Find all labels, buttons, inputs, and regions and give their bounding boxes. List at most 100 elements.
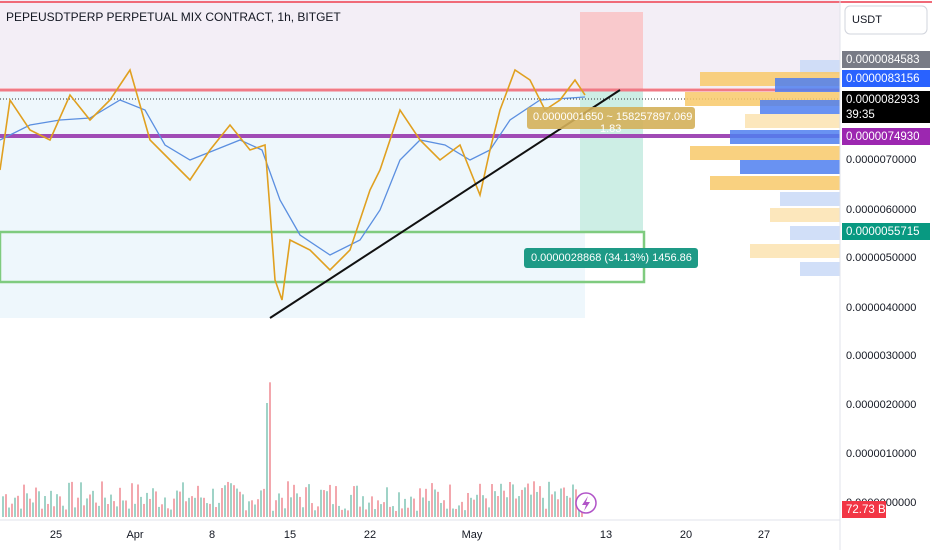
profile-bar: [775, 78, 840, 92]
volume-bar: [314, 510, 316, 517]
volume-bar: [224, 485, 226, 517]
volume-bar: [560, 488, 562, 517]
volume-bar: [227, 481, 229, 517]
volume-bar: [35, 487, 37, 517]
volume-bar: [311, 503, 313, 517]
volume-bar: [455, 508, 457, 517]
volume-bar: [110, 494, 112, 517]
volume-bar: [515, 498, 517, 517]
volume-bar: [215, 507, 217, 517]
volume-bar: [509, 481, 511, 517]
time-label: 13: [600, 529, 612, 541]
volume-bar: [533, 481, 535, 517]
volume-bar: [512, 484, 514, 517]
volume-bar: [104, 497, 106, 517]
volume-bar: [155, 491, 157, 517]
price-badge: [842, 223, 930, 240]
volume-bar: [467, 492, 469, 517]
volume-bar: [230, 483, 232, 517]
price-path: [0, 68, 586, 301]
volume-bar: [290, 497, 292, 517]
volume-bar: [152, 488, 154, 517]
volume-bar: [476, 494, 478, 517]
volume-bar: [374, 509, 376, 517]
volume-bar: [44, 496, 46, 517]
measure-ratio: 1.83: [600, 123, 621, 135]
profile-bar: [800, 262, 840, 276]
profile-bar: [710, 176, 840, 190]
volume-bar: [116, 506, 118, 517]
profile-bar: [690, 146, 840, 160]
volume-bar: [182, 482, 184, 517]
volume-bar: [329, 484, 331, 517]
volume-bar: [443, 500, 445, 517]
volume-bar: [218, 502, 220, 517]
volume-bar: [158, 506, 160, 517]
volume-bar: [272, 510, 274, 517]
currency-button[interactable]: [844, 5, 928, 35]
volume-bar: [563, 487, 565, 517]
volume-bar: [281, 497, 283, 517]
volume-bar: [179, 491, 181, 517]
volume-bar: [470, 497, 472, 517]
volume-bar: [128, 508, 130, 517]
volume-bar: [242, 494, 244, 517]
moving-average: [0, 96, 586, 256]
measure-text: 0.0000001650 ~ 158257897.069: [533, 111, 692, 123]
volume-bar: [71, 481, 73, 517]
volume-bar: [542, 497, 544, 517]
volume-bar: [20, 508, 22, 517]
volume-bar: [41, 508, 43, 517]
price-label: 0.0000020000: [846, 399, 916, 411]
volume-bar: [260, 490, 262, 517]
volume-bar: [536, 491, 538, 517]
badge-text: 0.0000074930: [846, 131, 920, 143]
volume-bar: [524, 487, 526, 517]
volume-bar: [236, 488, 238, 517]
currency-label: USDT: [852, 14, 882, 26]
long-stop-box: [580, 12, 643, 90]
profile-bar: [745, 114, 840, 128]
volume-bar: [173, 498, 175, 517]
volume-bar: [389, 506, 391, 517]
volume-bar: [38, 491, 40, 517]
volume-bar: [491, 484, 493, 517]
profile-bar: [730, 130, 840, 144]
time-label: 22: [364, 529, 376, 541]
volume-bar: [527, 483, 529, 517]
price-badge: [842, 128, 930, 145]
volume-bar: [386, 487, 388, 517]
time-label: 27: [758, 529, 770, 541]
volume-bar: [353, 486, 355, 517]
volume-bar: [302, 507, 304, 517]
time-label: Apr: [126, 529, 143, 541]
volume-bar: [221, 488, 223, 517]
volume-bar: [212, 488, 214, 517]
volume-bar: [107, 504, 109, 517]
volume-bar: [74, 507, 76, 517]
badge-text: 0.0000082933: [846, 94, 920, 106]
volume-bar: [149, 498, 151, 517]
volume-bar: [80, 482, 82, 517]
profile-bar: [760, 100, 840, 114]
volume-bar: [59, 496, 61, 517]
volume-bar: [188, 497, 190, 517]
volume-bar: [140, 496, 142, 517]
volume-bar: [317, 506, 319, 517]
volume-bar: [101, 481, 103, 517]
volume-bar: [458, 505, 460, 517]
zone-shade: [0, 90, 585, 318]
volume-bar: [539, 486, 541, 517]
volume-bar: [335, 486, 337, 517]
time-label: 20: [680, 529, 692, 541]
volume-bar: [410, 496, 412, 517]
time-label: 25: [50, 529, 62, 541]
volume-bar: [326, 491, 328, 517]
volume-bar: [578, 509, 580, 517]
volume-bar: [269, 382, 271, 517]
volume-bar: [137, 484, 139, 517]
volume-bar: [344, 508, 346, 517]
badge-text: 0.0000084583: [846, 54, 920, 66]
volume-bar: [332, 504, 334, 517]
volume-bar: [416, 510, 418, 517]
